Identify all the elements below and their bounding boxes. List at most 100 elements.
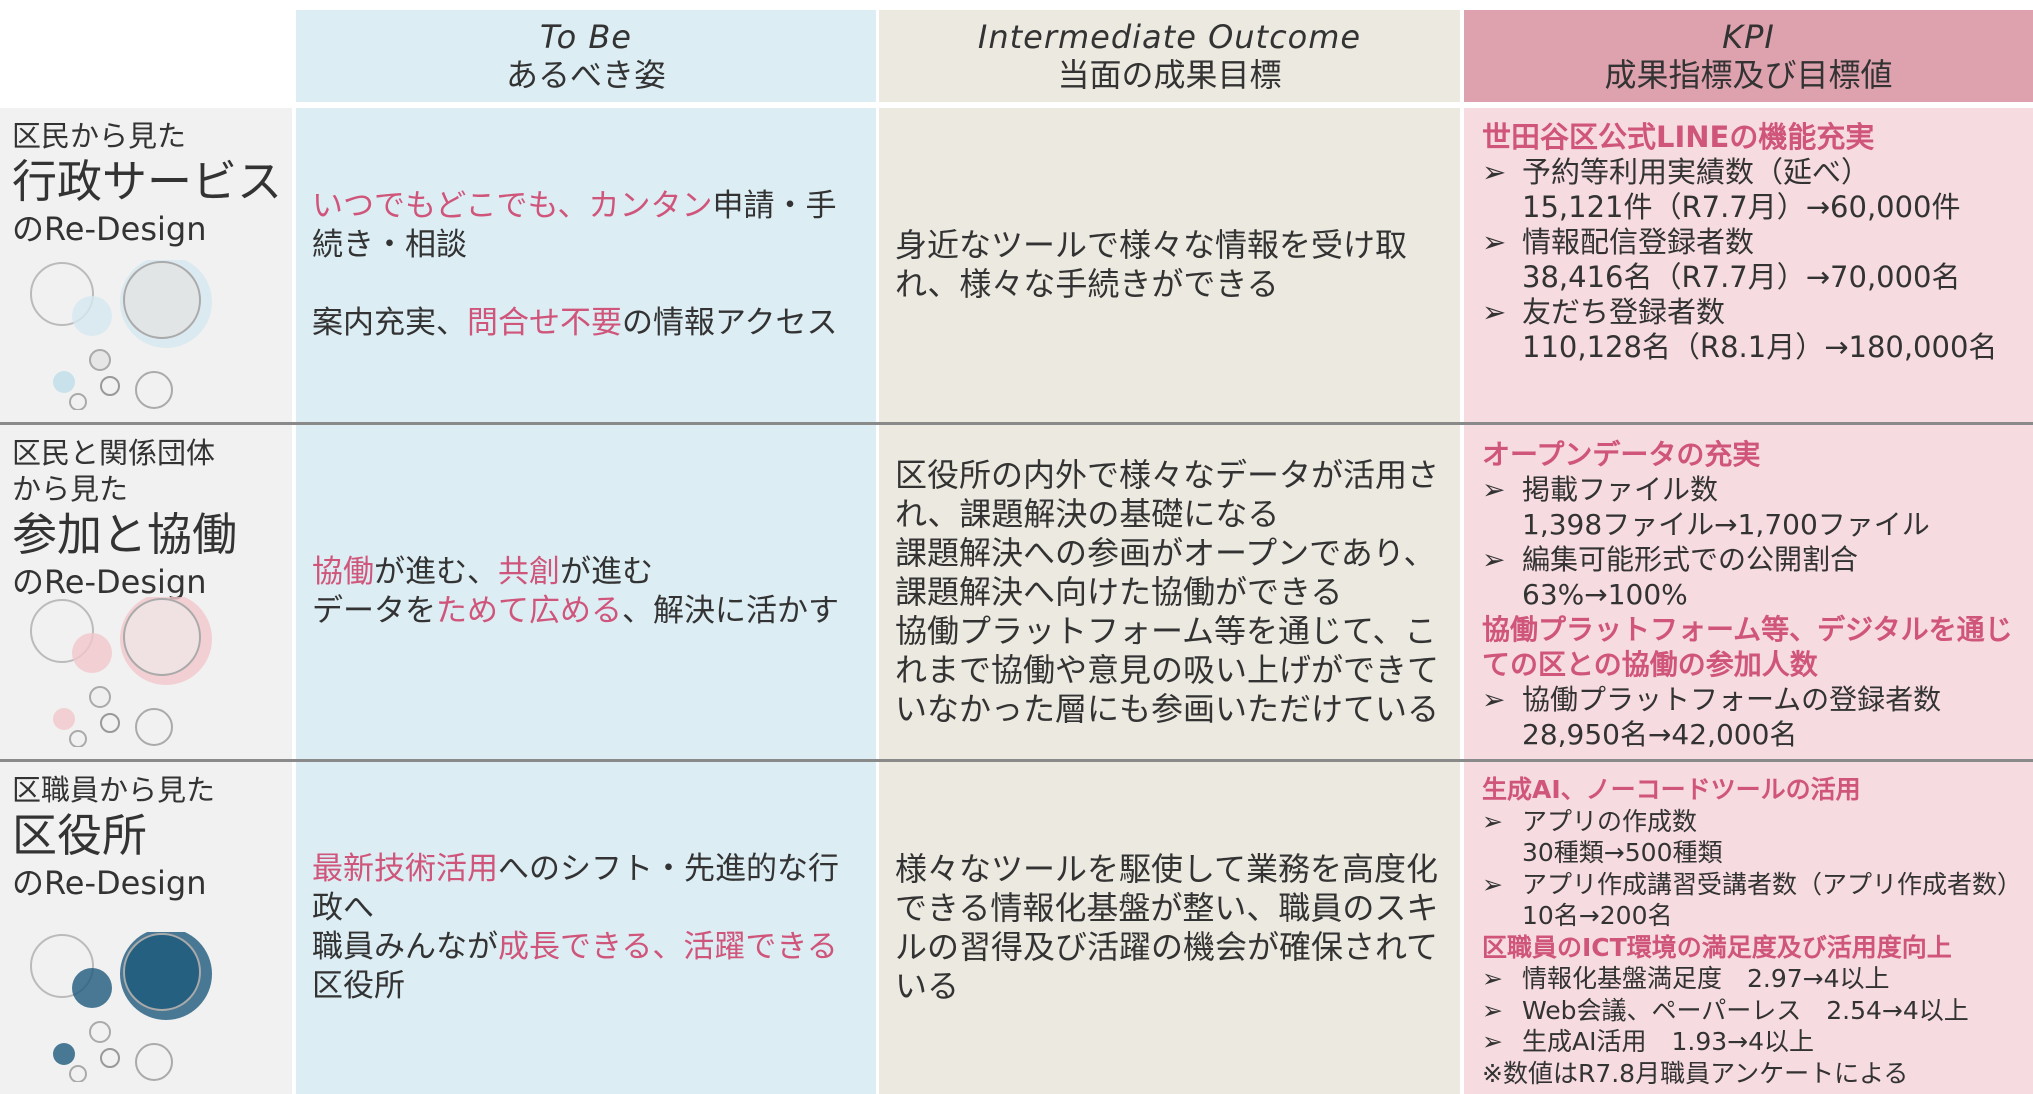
decor-circle — [69, 730, 87, 747]
outcome-text: 課題解決への参画がオープンであり、 — [895, 533, 1436, 572]
header-ja: 当面の成果目標 — [1057, 56, 1282, 94]
decor-circle — [72, 968, 112, 1008]
decor-circle — [100, 376, 120, 396]
decor-circle — [30, 934, 94, 998]
tobe-cell: 最新技術活用へのシフト・先進的な行政へ 職員みんなが成長できる、活躍できる区役所 — [296, 762, 876, 1094]
header-ja: あるべき姿 — [505, 56, 666, 94]
tobe-text: 区役所 — [312, 968, 405, 1004]
kpi-item: アプリの作成数 — [1482, 806, 2023, 838]
tobe-text: 最新技術活用 — [312, 851, 498, 887]
header-cell: To Be あるべき姿 — [296, 10, 876, 102]
tobe-paragraph: 案内充実、問合せ不要の情報アクセス — [312, 304, 858, 343]
tobe-text: の情報アクセス — [622, 305, 838, 341]
kpi-detail: 1,398ファイル→1,700ファイル — [1522, 508, 1930, 541]
header-en: To Be — [540, 18, 632, 56]
decor-circle — [135, 1043, 173, 1081]
header-en: Intermediate Outcome — [977, 18, 1362, 56]
decor-circle — [100, 713, 120, 733]
tobe-text: データを — [312, 593, 436, 629]
kpi-item: 友だち登録者数 — [1482, 295, 2023, 330]
tobe-paragraph: 協働が進む、共創が進む — [312, 553, 858, 592]
tobe-text: 協働 — [312, 554, 374, 590]
tobe-text: ためて広める — [436, 593, 622, 629]
kpi-heading: オープンデータの充実 — [1482, 438, 1761, 471]
decor-circle — [89, 349, 111, 371]
kpi-detail: 110,128名（R8.1月）→180,000名 — [1522, 330, 1998, 364]
decor-circle — [89, 686, 111, 708]
label-post: のRe-Design — [12, 563, 207, 601]
row-label: 区民から見た 行政サービス のRe-Design — [0, 108, 292, 422]
kpi-item: 情報配信登録者数 — [1482, 225, 2023, 260]
kpi-item: アプリ作成講習受講者数（アプリ作成者数） — [1482, 869, 2023, 901]
label-main: 区役所 — [12, 809, 148, 862]
kpi-heading: 世田谷区公式LINEの機能充実 — [1482, 120, 1875, 154]
tobe-text: へのシフト・先進的な行政へ — [312, 851, 839, 926]
kpi-item: Web会議、ペーパーレス 2.54→4以上 — [1482, 995, 2023, 1027]
decor-circle — [72, 296, 112, 336]
kpi-cell: 世田谷区公式LINEの機能充実予約等利用実績数（延べ）15,121件（R7.7月… — [1464, 108, 2033, 422]
tobe-text: いつでもどこでも、カンタン — [312, 188, 713, 224]
label-pre: から見た — [12, 472, 129, 506]
kpi-item: 生成AI活用 1.93→4以上 — [1482, 1026, 2023, 1058]
header-en: KPI — [1722, 18, 1775, 56]
kpi-detail: 10名→200名 — [1522, 901, 1673, 930]
decor-circle — [53, 1043, 75, 1065]
tobe-text: 申請・手続き・相談 — [312, 188, 837, 263]
tobe-cell: 協働が進む、共創が進む データをためて広める、解決に活かす — [296, 425, 876, 759]
tobe-text: 、解決に活かす — [622, 593, 839, 629]
decoration — [30, 597, 212, 747]
kpi-note: ※数値はR7.8月職員アンケートによる — [1482, 1058, 1909, 1088]
header-cell: KPI 成果指標及び目標値 — [1464, 10, 2033, 102]
kpi-item: 編集可能形式での公開割合 — [1482, 542, 2023, 577]
decor-circle — [30, 262, 94, 326]
decoration — [30, 260, 212, 410]
outcome-cell: 様々なツールを駆使して業務を高度化できる情報化基盤が整い、職員のスキルの習得及び… — [879, 762, 1460, 1094]
row-label: 区民と関係団体 から見た 参加と協働 のRe-Design — [0, 425, 292, 759]
tobe-text: が進む — [560, 554, 653, 590]
kpi-item: 情報化基盤満足度 2.97→4以上 — [1482, 963, 2023, 995]
decor-circle — [72, 633, 112, 673]
decor-circle — [53, 371, 75, 393]
kpi-heading: 生成AI、ノーコードツールの活用 — [1482, 775, 1861, 804]
kpi-cell: 生成AI、ノーコードツールの活用アプリの作成数30種類→500種類アプリ作成講習… — [1464, 762, 2033, 1094]
tobe-paragraph: 最新技術活用へのシフト・先進的な行政へ — [312, 850, 858, 928]
label-pre: 区民から見た — [12, 119, 187, 153]
kpi-detail: 28,950名→42,000名 — [1522, 718, 1798, 751]
decor-circle — [53, 708, 75, 730]
outcome-cell: 身近なツールで様々な情報を受け取れ、様々な手続きができる — [879, 108, 1460, 422]
kpi-heading: 区職員のICT環境の満足度及び活用度向上 — [1482, 932, 1952, 962]
kpi-item: 予約等利用実績数（延べ） — [1482, 155, 2023, 190]
tobe-paragraph: 職員みんなが成長できる、活躍できる区役所 — [312, 928, 858, 1006]
decor-circle — [69, 393, 87, 410]
decor-circle — [89, 1021, 111, 1043]
row-separator — [0, 759, 2033, 762]
decor-circle — [135, 371, 173, 409]
tobe-paragraph: いつでもどこでも、カンタン申請・手続き・相談 — [312, 187, 858, 265]
decor-circle — [69, 1065, 87, 1082]
kpi-detail: 63%→100% — [1522, 578, 1688, 611]
label-post: のRe-Design — [12, 210, 207, 248]
header-ja: 成果指標及び目標値 — [1604, 56, 1893, 94]
tobe-text: が進む、 — [374, 554, 498, 590]
tobe-cell: いつでもどこでも、カンタン申請・手続き・相談案内充実、問合せ不要の情報アクセス — [296, 108, 876, 422]
decor-circle — [123, 261, 201, 339]
outcome-text: 課題解決へ向けた協働ができる — [895, 572, 1343, 611]
outcome-text: 協働プラットフォーム等を通じて、これまで協働や意見の吸い上げができていなかった層… — [895, 611, 1440, 728]
label-post: のRe-Design — [12, 864, 207, 902]
kpi-heading: 協働プラットフォーム等、デジタルを通じての区との協働の参加人数 — [1482, 613, 2013, 681]
kpi-detail: 15,121件（R7.7月）→60,000件 — [1522, 190, 1961, 224]
tobe-text: 成長できる、活躍できる — [498, 929, 838, 965]
row-label: 区職員から見た 区役所 のRe-Design — [0, 762, 292, 1094]
kpi-detail: 38,416名（R7.7月）→70,000名 — [1522, 260, 1961, 294]
outcome-text: 区役所の内外で様々なデータが活用され、課題解決の基礎になる — [895, 455, 1440, 533]
kpi-detail: 30種類→500種類 — [1522, 838, 1723, 867]
kpi-item: 掲載ファイル数 — [1482, 472, 2023, 507]
decor-circle — [123, 933, 201, 1011]
decor-circle — [30, 599, 94, 663]
row-separator — [0, 422, 2033, 425]
label-pre: 区職員から見た — [12, 773, 216, 807]
outcome-text: 様々なツールを駆使して業務を高度化できる情報化基盤が整い、職員のスキルの習得及び… — [895, 850, 1439, 1005]
tobe-text: 問合せ不要 — [467, 305, 622, 341]
outcome-cell: 区役所の内外で様々なデータが活用され、課題解決の基礎になる 課題解決への参画がオー… — [879, 425, 1460, 759]
